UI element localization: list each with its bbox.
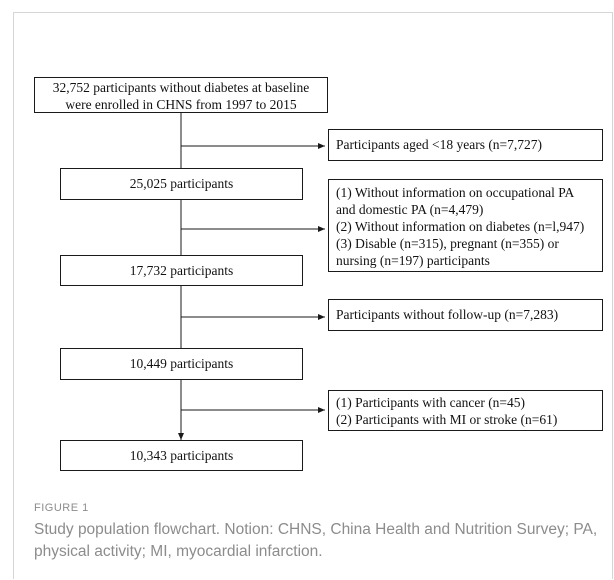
participants-box-25025: 25,025 participants [60,168,303,200]
figure-label: FIGURE 1 [34,502,89,514]
exclusion-box-missing-info: (1) Without information on occupational … [328,179,603,272]
participants-box-17732: 17,732 participants [60,255,303,286]
figure-caption: Study population flowchart. Notion: CHNS… [34,519,604,563]
exclusion-box-cancer-mi: (1) Participants with cancer (n=45) (2) … [328,390,603,431]
baseline-participants-box: 32,752 participants without diabetes at … [34,77,328,113]
exclusion-box-follow-up: Participants without follow-up (n=7,283) [328,299,603,331]
participants-box-10449: 10,449 participants [60,348,303,380]
final-participants-box: 10,343 participants [60,440,303,471]
exclusion-box-age: Participants aged <18 years (n=7,727) [328,129,603,161]
